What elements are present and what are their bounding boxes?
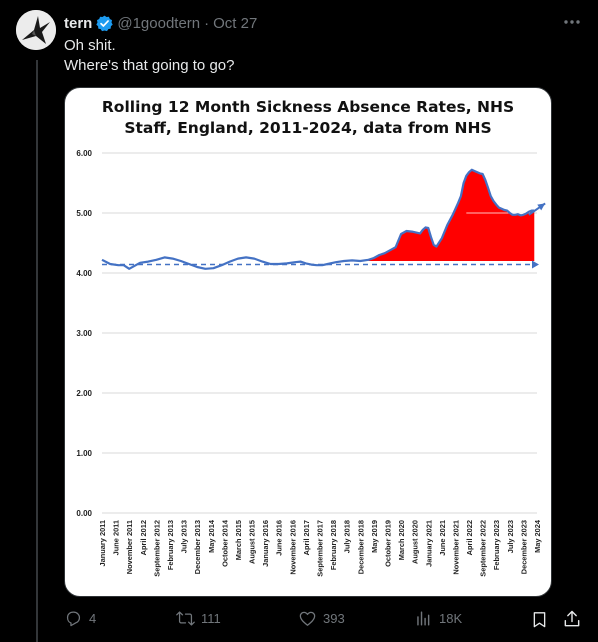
tweet-date[interactable]: Oct 27 xyxy=(213,14,258,32)
x-tick-label: March 2015 xyxy=(234,520,243,560)
repost-icon xyxy=(176,611,195,626)
x-tick-label: July 2018 xyxy=(343,520,352,553)
x-tick-label: January 2021 xyxy=(424,520,433,567)
x-tick-label: July 2023 xyxy=(506,520,515,553)
x-tick-label: June 2016 xyxy=(275,520,284,556)
bird-avatar-icon xyxy=(16,10,56,50)
y-tick-label: 3.00 xyxy=(76,329,92,338)
chart-title-line: Rolling 12 Month Sickness Absence Rates,… xyxy=(101,98,515,116)
x-tick-label: June 2011 xyxy=(112,520,121,555)
reply-button[interactable]: 4 xyxy=(64,609,96,628)
excess-area-fill xyxy=(368,169,535,261)
views-button[interactable]: 18K xyxy=(414,609,462,628)
trend-arrow-head xyxy=(537,203,546,211)
tweet-header: tern @1goodtern · Oct 27 xyxy=(64,13,257,33)
chart-title-line: Staff, England, 2011-2024, data from NHS xyxy=(124,119,492,137)
avatar[interactable] xyxy=(16,10,56,50)
chart-title: Rolling 12 Month Sickness Absence Rates,… xyxy=(65,97,551,139)
x-tick-label: April 2017 xyxy=(302,520,311,555)
x-tick-label: November 2016 xyxy=(288,520,297,575)
share-icon[interactable] xyxy=(562,609,582,629)
views-icon xyxy=(417,611,430,626)
x-tick-label: November 2011 xyxy=(125,520,134,574)
x-tick-label: January 2016 xyxy=(261,520,270,567)
x-tick-label: June 2021 xyxy=(438,520,447,556)
x-tick-label: March 2020 xyxy=(397,520,406,560)
more-icon[interactable] xyxy=(562,12,582,32)
like-icon xyxy=(299,611,316,626)
y-tick-label: 1.00 xyxy=(76,449,92,458)
chart-svg: 0.00 1.00 2.00 3.00 4.00 5.00 6.00 January 2011… xyxy=(76,149,546,577)
x-tick-label: April 2012 xyxy=(139,520,148,555)
x-tick-label: July 2013 xyxy=(180,520,189,553)
x-tick-label: September 2022 xyxy=(479,520,488,577)
x-tick-label: December 2018 xyxy=(356,520,365,574)
x-tick-label: May 2024 xyxy=(533,519,542,553)
verified-badge-icon xyxy=(96,15,114,31)
x-tick-label: September 2017 xyxy=(316,520,325,577)
x-tick-label: February 2023 xyxy=(492,520,501,570)
like-button[interactable]: 393 xyxy=(298,609,345,628)
x-tick-label: October 2019 xyxy=(383,520,392,567)
separator-dot: · xyxy=(204,14,210,32)
tweet-text: Oh shit. Where's that going to go? xyxy=(64,36,234,76)
x-tick-label: December 2013 xyxy=(193,520,202,574)
reply-icon xyxy=(66,611,81,627)
x-tick-label: October 2014 xyxy=(220,519,229,567)
y-tick-label: 4.00 xyxy=(76,269,92,278)
x-tick-label: December 2023 xyxy=(519,520,528,574)
series-line xyxy=(101,168,535,270)
bookmark-icon[interactable] xyxy=(530,610,549,629)
repost-button[interactable]: 111 xyxy=(176,609,221,628)
y-tick-label: 2.00 xyxy=(76,389,92,398)
repost-count: 111 xyxy=(201,611,221,626)
action-bar: 4 111 393 18K xyxy=(64,609,584,631)
x-tick-label: February 2018 xyxy=(329,520,338,570)
reply-count: 4 xyxy=(89,611,97,626)
x-tick-label: February 2013 xyxy=(166,520,175,570)
author-handle[interactable]: @1goodtern xyxy=(117,14,201,32)
x-tick-label: May 2019 xyxy=(370,520,379,553)
tweet-text-line: Oh shit. xyxy=(64,37,116,54)
thread-connector-line xyxy=(36,60,38,642)
author-name[interactable]: tern xyxy=(64,14,93,32)
tweet-media-chart[interactable]: Rolling 12 Month Sickness Absence Rates,… xyxy=(64,87,552,597)
baseline-arrow-head xyxy=(532,260,539,269)
x-tick-label: January 2011 xyxy=(98,520,107,566)
x-tick-label: September 2012 xyxy=(152,520,161,577)
x-tick-label: August 2015 xyxy=(248,520,257,564)
views-count: 18K xyxy=(439,611,463,626)
tweet-text-line: Where's that going to go? xyxy=(64,57,235,74)
x-tick-label: November 2021 xyxy=(451,520,460,575)
like-count: 393 xyxy=(323,611,345,626)
x-tick-label: August 2020 xyxy=(411,520,420,564)
x-tick-label: April 2022 xyxy=(465,520,474,555)
y-tick-label: 5.00 xyxy=(76,209,92,218)
x-tick-label: May 2014 xyxy=(207,519,216,553)
y-tick-label: 6.00 xyxy=(76,149,92,158)
y-tick-label: 0.00 xyxy=(76,509,92,518)
